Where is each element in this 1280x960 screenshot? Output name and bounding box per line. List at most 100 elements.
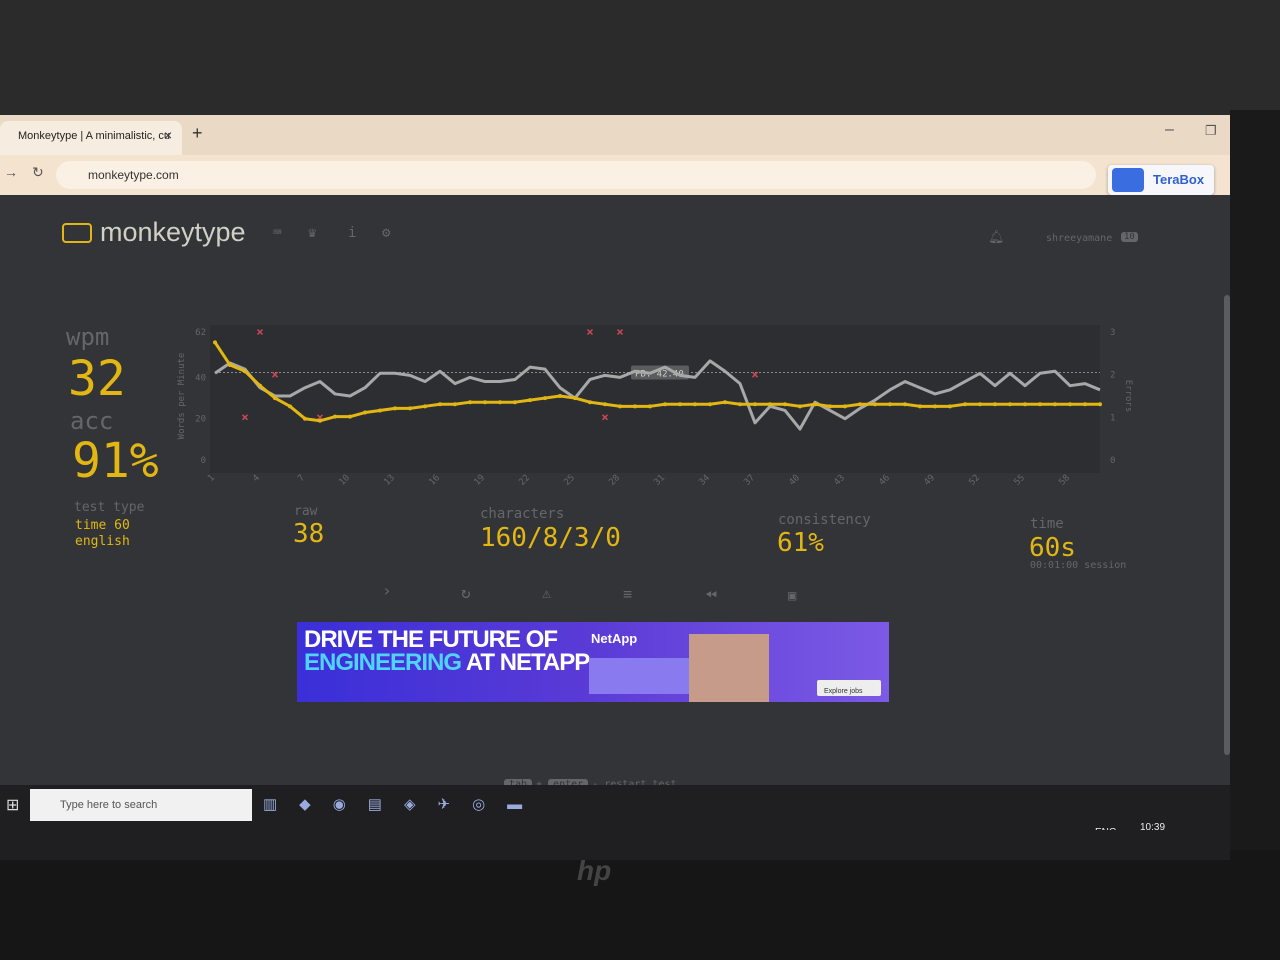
- screenshot-button[interactable]: ▣: [788, 588, 797, 604]
- series-point: [483, 400, 487, 405]
- series-point: [948, 404, 952, 409]
- series-point: [423, 404, 427, 409]
- report-button[interactable]: ⚠: [542, 584, 552, 602]
- x-tick-label: 58: [1057, 473, 1072, 488]
- x-tick-label: 4: [251, 473, 262, 484]
- extension-popup[interactable]: TeraBox: [1108, 165, 1214, 195]
- series-point: [993, 402, 997, 407]
- series-point: [468, 400, 472, 405]
- ad-headline-2: ENGINEERING AT NETAPP: [304, 649, 590, 677]
- keyboard-icon[interactable]: ⌨: [273, 225, 282, 241]
- x-tick-label: 1: [206, 473, 217, 484]
- bezel-right: [1230, 110, 1280, 850]
- pinned-apps[interactable]: ▥◆◉▤◈✈◎▬: [263, 796, 545, 813]
- logo[interactable]: monkeytype: [100, 217, 246, 247]
- series-point: [663, 402, 667, 407]
- test-language: english: [75, 534, 130, 549]
- series-point: [513, 400, 517, 405]
- restart-button[interactable]: ↻: [461, 583, 471, 602]
- forward[interactable]: →: [4, 164, 18, 180]
- ad-headline: DRIVE THE FUTURE OF: [304, 626, 558, 653]
- minimize[interactable]: –: [1165, 121, 1174, 138]
- series-point: [1008, 402, 1012, 407]
- about-icon[interactable]: i: [348, 225, 357, 241]
- leaderboard-icon[interactable]: ♛: [308, 225, 317, 241]
- series-point: [1053, 402, 1057, 407]
- series-point: [1083, 402, 1087, 407]
- test-type: time 60: [75, 518, 130, 533]
- search-placeholder: Type here to search: [60, 799, 158, 811]
- y-tick-label: 40: [195, 373, 206, 383]
- logo-icon[interactable]: [62, 223, 92, 243]
- app: monkeytype ⌨ ♛ i ⚙ 🔔︎ shreeyamane 10 wpm…: [0, 195, 1262, 810]
- pb-label-bg: [631, 365, 689, 380]
- x-tick-label: 19: [472, 473, 487, 488]
- x-tick-label: 49: [922, 473, 937, 488]
- ad-button[interactable]: Explore jobs: [817, 680, 881, 696]
- series-point: [873, 402, 877, 407]
- next-test-button[interactable]: ›: [382, 581, 392, 600]
- series-point: [1023, 402, 1027, 407]
- series-point: [303, 416, 307, 421]
- consistency-value: 61%: [777, 528, 824, 558]
- x-tick-label: 22: [517, 473, 532, 488]
- series-point: [603, 402, 607, 407]
- new-tab[interactable]: +: [192, 123, 203, 143]
- x-tick-label: 16: [427, 473, 442, 488]
- replay-button[interactable]: ⏪︎: [705, 586, 718, 604]
- x-tick-label: 25: [562, 473, 577, 488]
- url: monkeytype.com: [88, 168, 179, 182]
- series-point: [618, 404, 622, 409]
- clock-time[interactable]: 10:39: [1140, 822, 1166, 833]
- series-point: [693, 402, 697, 407]
- reload[interactable]: ↻: [32, 164, 44, 180]
- series-point: [708, 402, 712, 407]
- x-tick-label: 40: [787, 473, 802, 488]
- x-tick-label: 34: [697, 473, 712, 488]
- raw-value: 38: [293, 519, 325, 549]
- ad-highlight: ENGINEERING: [304, 649, 462, 676]
- ad-brand: NetApp: [591, 631, 638, 646]
- series-point: [528, 398, 532, 403]
- username[interactable]: shreeyamane: [1046, 233, 1113, 244]
- notifications-icon[interactable]: 🔔︎: [988, 230, 1005, 245]
- tray-strip: [0, 830, 1230, 860]
- taskbar: ⊞ Type here to search ▥◆◉▤◈✈◎▬ ENG 10:39…: [0, 785, 1230, 848]
- error-marker: [241, 414, 249, 421]
- ad-banner[interactable]: DRIVE THE FUTURE OF ENGINEERING AT NETAP…: [297, 622, 889, 702]
- search-box[interactable]: Type here to search: [30, 789, 252, 821]
- tab[interactable]: Monkeytype | A minimalistic, cu ×: [0, 121, 182, 155]
- scrollbar[interactable]: [1224, 295, 1230, 755]
- error-marker: [271, 371, 279, 378]
- series-point: [333, 414, 337, 419]
- x-tick-label: 52: [967, 473, 982, 488]
- series-point: [978, 402, 982, 407]
- series-point: [408, 406, 412, 411]
- settings-icon[interactable]: ⚙: [382, 225, 391, 241]
- series-point: [573, 396, 577, 401]
- series-point: [1038, 402, 1042, 407]
- ad-button-text: Explore jobs: [824, 688, 863, 695]
- y-tick-label: 62: [195, 328, 206, 338]
- series-point: [1098, 402, 1102, 407]
- y2-axis-label: Errors: [1123, 380, 1133, 413]
- series-point: [753, 402, 757, 407]
- level-badge: 10: [1121, 232, 1138, 242]
- extension-icon: [1112, 168, 1144, 192]
- series-point: [498, 400, 502, 405]
- test-type-label: test type: [74, 500, 145, 515]
- wpm-value: 32: [68, 351, 126, 407]
- words-history-button[interactable]: ≡: [623, 585, 633, 603]
- characters-label: characters: [480, 506, 565, 522]
- y2-tick-label: 1: [1110, 413, 1115, 423]
- series-point: [393, 406, 397, 411]
- series-point: [858, 402, 862, 407]
- x-tick-label: 28: [607, 473, 622, 488]
- x-tick-label: 31: [652, 473, 667, 488]
- restore[interactable]: ❐: [1205, 123, 1217, 138]
- omnibox[interactable]: monkeytype.com: [56, 161, 1096, 189]
- start-button[interactable]: ⊞: [6, 797, 20, 814]
- tab-close[interactable]: ×: [164, 127, 173, 143]
